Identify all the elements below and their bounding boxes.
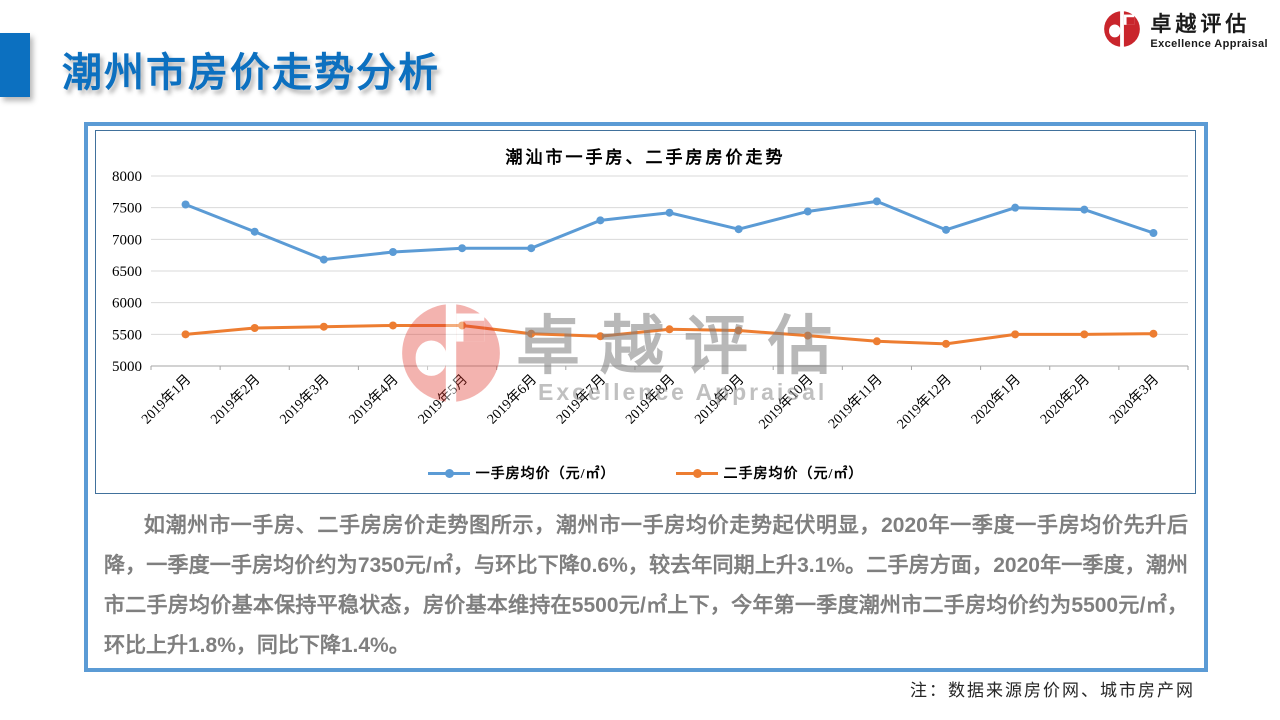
- svg-text:2020年1月: 2020年1月: [968, 372, 1024, 428]
- svg-text:2019年8月: 2019年8月: [622, 372, 678, 428]
- legend-marker-new-home: [427, 468, 470, 478]
- svg-text:2019年3月: 2019年3月: [277, 372, 333, 428]
- svg-text:6000: 6000: [112, 296, 142, 312]
- svg-text:2019年1月: 2019年1月: [139, 372, 195, 428]
- svg-text:5500: 5500: [112, 327, 142, 343]
- title-accent-square: [0, 33, 30, 97]
- analysis-paragraph: 如潮州市一手房、二手房房价走势图所示，潮州市一手房均价走势起伏明显，2020年一…: [104, 514, 1188, 657]
- svg-text:2019年2月: 2019年2月: [208, 372, 264, 428]
- legend-item-new-home: 一手房均价（元/㎡）: [427, 463, 616, 483]
- data-source-note: 注：数据来源房价网、城市房产网: [910, 681, 1195, 700]
- svg-text:2019年6月: 2019年6月: [484, 372, 540, 428]
- chart-container: 潮汕市一手房、二手房房价走势 5000 5500 6000 6500 7000 7500 8…: [95, 130, 1196, 494]
- company-logo-icon: [1104, 10, 1141, 48]
- company-logo-text: 卓越评估 Excellence Appraisal: [1150, 8, 1268, 50]
- legend-label-new-home: 一手房均价（元/㎡）: [475, 467, 616, 482]
- svg-text:2020年3月: 2020年3月: [1106, 372, 1162, 428]
- svg-text:2019年9月: 2019年9月: [692, 372, 748, 428]
- svg-text:2019年12月: 2019年12月: [894, 372, 955, 433]
- chart-legend: 一手房均价（元/㎡） 二手房均价（元/㎡）: [96, 459, 1195, 487]
- svg-text:6500: 6500: [112, 264, 142, 280]
- svg-text:7500: 7500: [112, 201, 142, 217]
- svg-text:2019年5月: 2019年5月: [415, 372, 471, 428]
- legend-label-used-home: 二手房均价（元/㎡）: [723, 467, 864, 482]
- company-logo: 卓越评估 Excellence Appraisal: [1103, 8, 1268, 50]
- svg-text:5000: 5000: [112, 359, 142, 375]
- chart-title: 潮汕市一手房、二手房房价走势: [505, 148, 786, 167]
- legend-marker-used-home: [675, 468, 718, 478]
- svg-text:8000: 8000: [112, 169, 142, 185]
- svg-text:2019年4月: 2019年4月: [346, 372, 402, 428]
- svg-text:7000: 7000: [112, 232, 142, 248]
- legend-item-used-home: 二手房均价（元/㎡）: [675, 463, 864, 483]
- svg-text:2020年2月: 2020年2月: [1037, 372, 1093, 428]
- content-panel: 潮汕市一手房、二手房房价走势 5000 5500 6000 6500 7000 7500 8…: [84, 122, 1208, 672]
- svg-text:2019年7月: 2019年7月: [553, 372, 609, 428]
- page-title: 潮州市房价走势分析: [62, 51, 440, 95]
- svg-text:2019年10月: 2019年10月: [756, 372, 817, 433]
- company-name-cn: 卓越评估: [1150, 12, 1251, 36]
- company-name-en: Excellence Appraisal: [1150, 38, 1268, 50]
- svg-text:2019年11月: 2019年11月: [825, 372, 885, 432]
